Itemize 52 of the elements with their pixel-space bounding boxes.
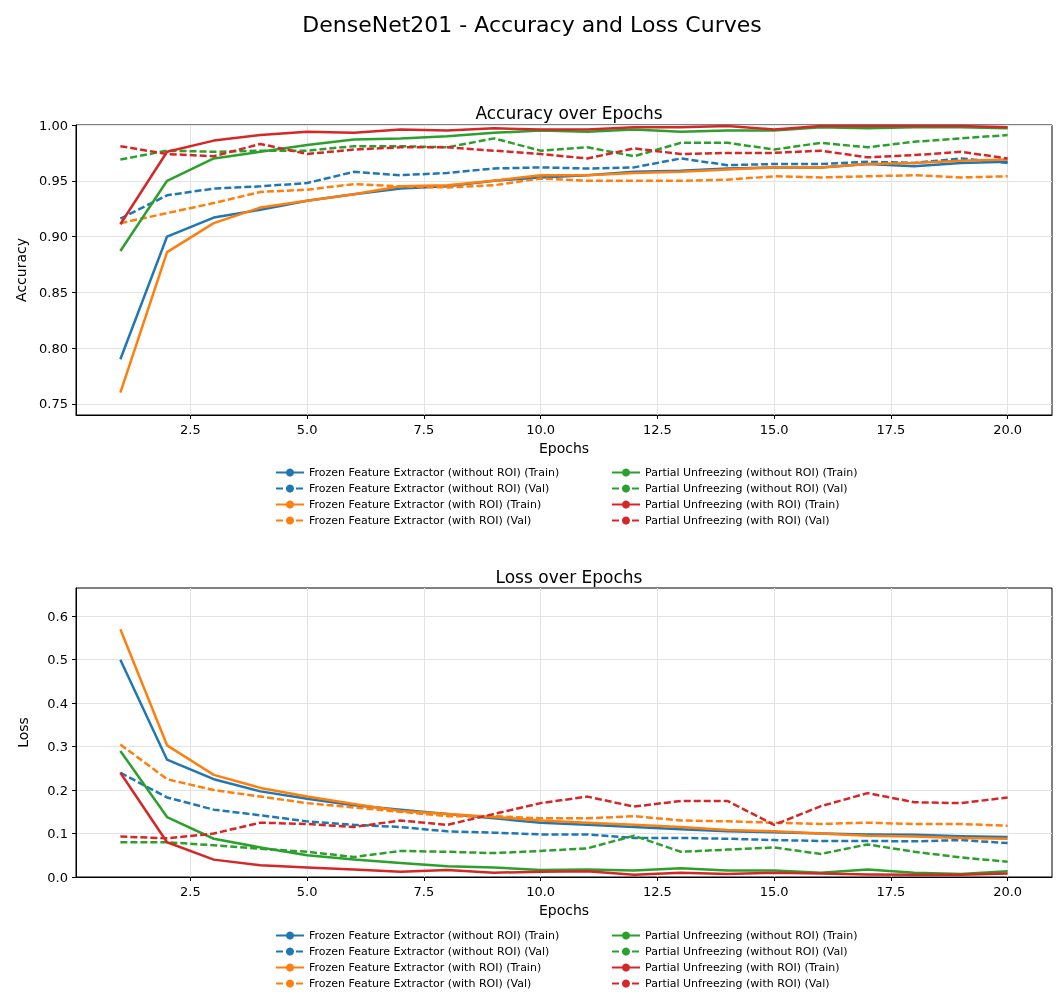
x-tick-label: 10.0	[526, 422, 556, 437]
legend-label: Frozen Feature Extractor (with ROI) (Val)	[309, 514, 532, 527]
legend-label: Frozen Feature Extractor (without ROI) (Val)	[309, 945, 550, 958]
legend-label: Partial Unfreezing (without ROI) (Train)	[645, 466, 858, 479]
y-tick-label: 0.75	[39, 396, 68, 412]
x-tick-label: 12.5	[642, 422, 672, 437]
y-tick-label: 0.0	[47, 869, 68, 885]
x-tick-label: 5.0	[296, 422, 318, 437]
legend-label: Partial Unfreezing (without ROI) (Val)	[645, 482, 848, 495]
y-tick-label: 0.90	[39, 229, 68, 245]
legend-label: Frozen Feature Extractor (without ROI) (Train)	[309, 466, 560, 479]
y-axis-title: Loss	[15, 717, 31, 748]
y-tick-label: 0.85	[39, 284, 68, 300]
x-tick-label: 17.5	[876, 884, 906, 899]
legend-label: Partial Unfreezing (with ROI) (Val)	[645, 977, 830, 990]
x-tick-label: 20.0	[993, 884, 1023, 899]
legend-label: Frozen Feature Extractor (with ROI) (Train)	[309, 961, 542, 974]
y-tick-label: 0.2	[47, 782, 68, 798]
legend-label: Partial Unfreezing (with ROI) (Train)	[645, 498, 840, 511]
x-tick-label: 7.5	[413, 422, 435, 437]
chart-title: DenseNet201 - Accuracy and Loss Curves	[302, 11, 762, 37]
chart-subtitle: Accuracy over Epochs	[475, 102, 663, 123]
y-tick-label: 0.5	[47, 652, 68, 668]
x-axis-title: Epochs	[538, 902, 590, 918]
legend-label: Partial Unfreezing (with ROI) (Val)	[645, 514, 830, 527]
x-tick-label: 2.5	[180, 422, 201, 437]
x-tick-label: 20.0	[993, 422, 1023, 437]
y-tick-label: 0.1	[47, 826, 68, 842]
y-axis-title: Accuracy	[13, 238, 30, 302]
x-tick-label: 15.0	[759, 884, 789, 899]
y-tick-label: 0.6	[47, 608, 68, 624]
x-tick-label: 2.5	[180, 884, 201, 899]
legend-label: Frozen Feature Extractor (with ROI) (Train)	[309, 498, 542, 511]
y-tick-label: 0.3	[47, 739, 68, 755]
x-tick-label: 10.0	[526, 884, 556, 899]
legend-label: Frozen Feature Extractor (with ROI) (Val)	[309, 977, 532, 990]
x-axis-title: Epochs	[538, 440, 590, 456]
y-tick-label: 1.00	[39, 117, 68, 133]
chart-title: Loss over Epochs	[495, 566, 643, 587]
x-tick-label: 7.5	[413, 884, 435, 899]
x-tick-label: 15.0	[759, 422, 789, 437]
legend-label: Partial Unfreezing (with ROI) (Train)	[645, 961, 840, 974]
x-tick-label: 17.5	[876, 422, 906, 437]
legend-label: Partial Unfreezing (without ROI) (Val)	[645, 945, 848, 958]
y-tick-label: 0.80	[39, 340, 68, 356]
legend-label: Frozen Feature Extractor (without ROI) (Train)	[309, 929, 560, 942]
legend-label: Frozen Feature Extractor (without ROI) (Val)	[309, 482, 550, 495]
y-tick-label: 0.95	[39, 173, 68, 189]
legend-label: Partial Unfreezing (without ROI) (Train)	[645, 929, 858, 942]
x-tick-label: 5.0	[296, 884, 318, 899]
y-tick-label: 0.4	[47, 695, 68, 711]
x-tick-label: 12.5	[642, 884, 672, 899]
